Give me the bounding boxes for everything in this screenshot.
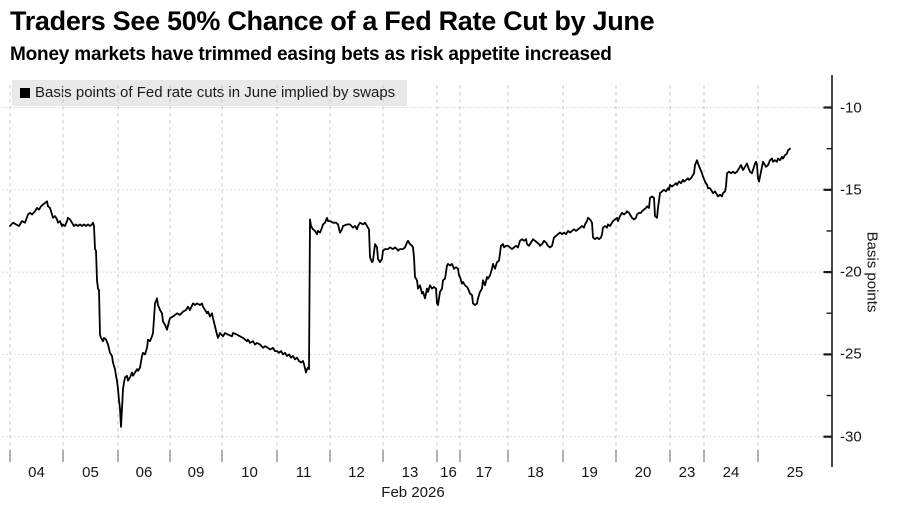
x-tick-label: 09 bbox=[187, 464, 205, 481]
x-tick-label: 04 bbox=[28, 464, 45, 481]
y-tick-label: -30 bbox=[840, 428, 862, 446]
legend-swatch-icon bbox=[20, 88, 30, 98]
legend-label: Basis points of Fed rate cuts in June im… bbox=[35, 84, 396, 101]
x-tick-label: 23 bbox=[678, 464, 696, 481]
x-tick-label: 16 bbox=[440, 464, 457, 481]
x-tick-label: 24 bbox=[722, 464, 740, 481]
series-line bbox=[9, 147, 791, 428]
x-tick-label: 10 bbox=[241, 464, 258, 481]
y-axis-title: Basis points bbox=[863, 231, 881, 313]
chart-subtitle: Money markets have trimmed easing bets a… bbox=[10, 44, 612, 65]
x-tick-label: 18 bbox=[527, 464, 544, 481]
x-tick-label: 11 bbox=[295, 464, 312, 481]
legend: Basis points of Fed rate cuts in June im… bbox=[12, 80, 408, 106]
y-tick-label: -25 bbox=[840, 345, 862, 363]
x-axis-month-label: Feb 2026 bbox=[381, 484, 445, 501]
x-tick-label: 20 bbox=[634, 464, 652, 481]
x-tick-label: 19 bbox=[581, 464, 598, 481]
x-tick-label: 05 bbox=[82, 464, 99, 481]
x-tick-label: 06 bbox=[135, 464, 153, 481]
x-tick-label: 13 bbox=[401, 464, 419, 481]
x-tick-label: 25 bbox=[786, 464, 804, 481]
y-tick-label: -15 bbox=[840, 181, 862, 199]
chart-title: Traders See 50% Chance of a Fed Rate Cut… bbox=[10, 6, 655, 36]
x-tick-label: 12 bbox=[348, 464, 365, 481]
y-tick-label: -10 bbox=[840, 99, 862, 116]
y-tick-label: -20 bbox=[840, 263, 862, 281]
x-tick-label: 17 bbox=[475, 464, 493, 481]
